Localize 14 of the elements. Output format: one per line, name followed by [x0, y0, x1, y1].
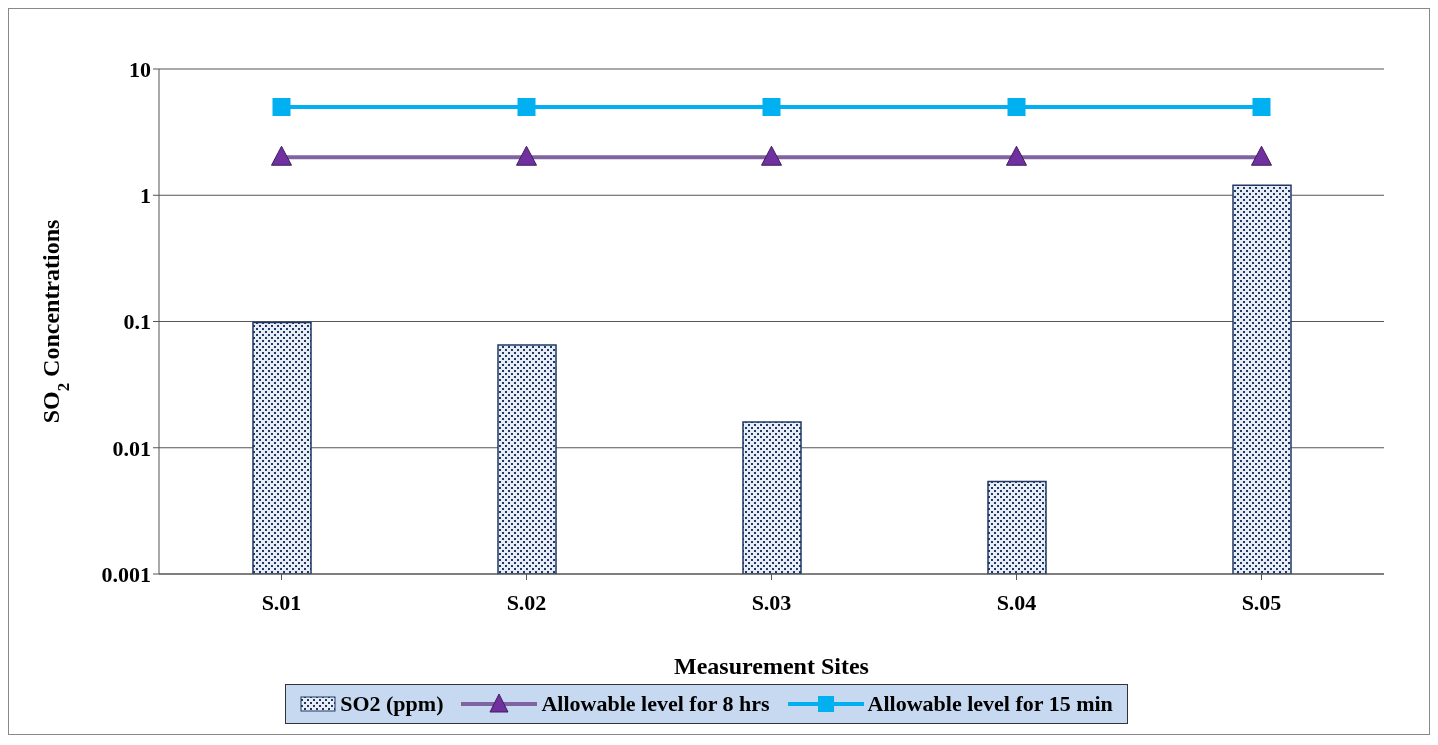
- legend-label: SO2 (ppm): [340, 691, 444, 717]
- x-tick-label: S.02: [506, 589, 547, 615]
- x-tick-label: S.03: [751, 589, 792, 615]
- x-tick-label: S.01: [261, 589, 302, 615]
- y-tick-label: 0.001: [101, 561, 151, 587]
- x-tick-label: S.05: [1241, 589, 1282, 615]
- y-tick-label: 1: [140, 183, 151, 209]
- x-tick-label: S.04: [996, 589, 1037, 615]
- y-tick-label: 10: [129, 56, 151, 82]
- y-tick-label: 0.1: [123, 309, 151, 335]
- y-tick-label: 0.01: [112, 435, 151, 461]
- x-axis-title: Measurement Sites: [674, 653, 869, 679]
- legend-label: Allowable level for 15 min: [867, 691, 1113, 717]
- legend-label: Allowable level for 8 hrs: [541, 691, 770, 717]
